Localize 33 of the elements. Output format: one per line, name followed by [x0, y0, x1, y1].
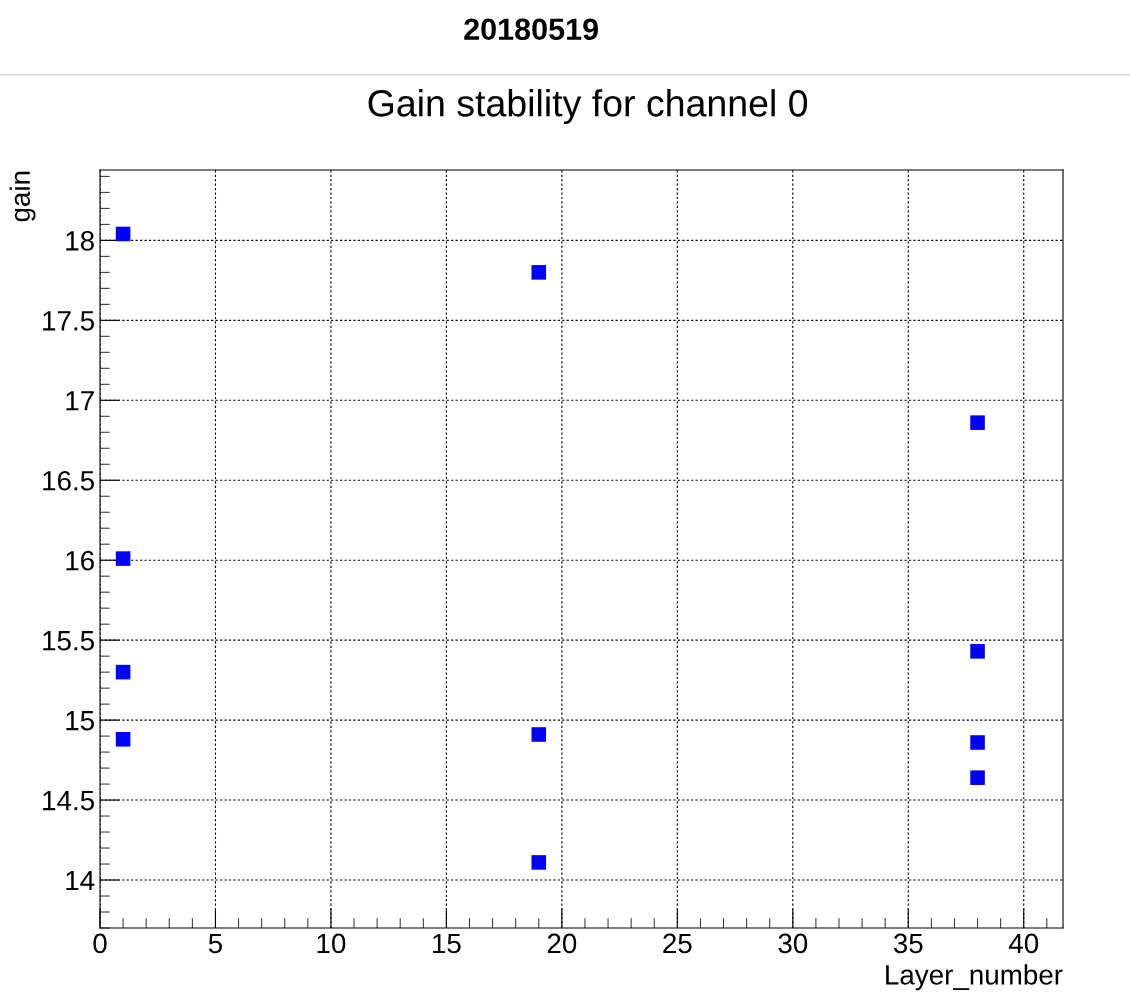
- point: [115, 664, 131, 680]
- point: [531, 727, 547, 742]
- point: [970, 415, 985, 430]
- x-tick-label: 35: [893, 933, 923, 954]
- point: [115, 732, 131, 747]
- y-tick-label: 16: [66, 550, 94, 571]
- point: [115, 551, 131, 566]
- y-tick-label: 18: [66, 231, 94, 251]
- point: [531, 265, 547, 280]
- y-tick-label: 15: [66, 711, 94, 731]
- point: [115, 226, 131, 242]
- point: [531, 855, 547, 870]
- chart-subtitle: Gain stability for channel 0: [368, 89, 808, 125]
- x-tick-label: 25: [663, 933, 692, 954]
- y-tick-label: 15.5: [43, 631, 94, 651]
- y-tick-label: 16.5: [43, 470, 94, 491]
- y-tick-label: 17.5: [43, 311, 94, 331]
- x-tick-label: 5: [208, 933, 223, 954]
- y-tick-label: 17: [66, 391, 94, 411]
- y-tick-label: 14: [66, 870, 95, 891]
- x-tick-label: 15: [433, 933, 461, 954]
- x-tick-label: 30: [778, 933, 808, 954]
- x-tick-label: 40: [1008, 933, 1039, 954]
- x-tick-label: 10: [317, 933, 346, 954]
- point: [970, 644, 985, 659]
- x-tick-label: 20: [547, 933, 577, 954]
- x-axis-title: Layer_number: [886, 964, 1063, 991]
- chart-title: 20180519: [464, 18, 598, 41]
- y-axis-title: gain: [9, 171, 36, 222]
- y-tick-label: 14.5: [43, 791, 94, 811]
- point: [970, 770, 985, 785]
- x-tick-label: 0: [93, 933, 107, 954]
- point: [970, 735, 985, 750]
